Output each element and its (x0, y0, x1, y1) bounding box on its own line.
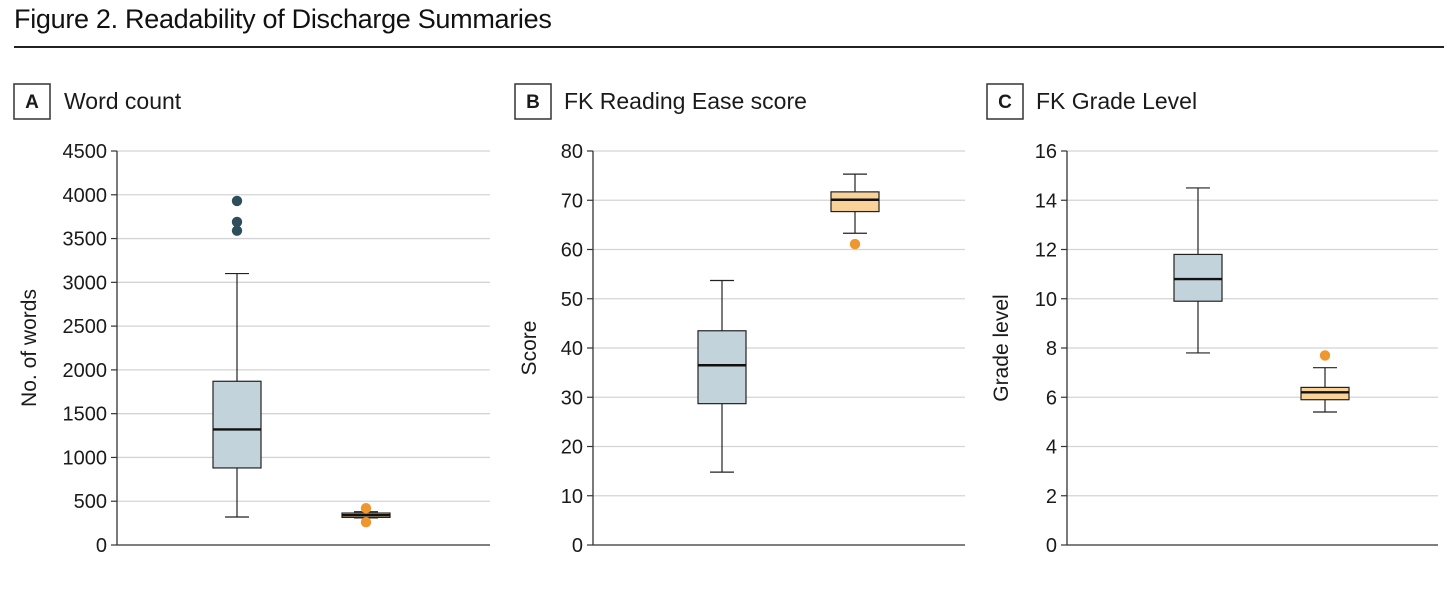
panel-letter-box (13, 83, 51, 120)
outlier-point (231, 225, 243, 236)
box-plot-1 (212, 195, 262, 518)
y-axis-label: Score (518, 321, 541, 376)
panel-letter: B (526, 92, 540, 113)
iqr-box (212, 380, 262, 469)
y-tick-label: 0 (96, 535, 107, 557)
y-axis-label: No. of words (18, 289, 41, 407)
y-tick-label: 4500 (63, 141, 108, 163)
panel-letter: A (25, 92, 39, 113)
y-tick-label: 20 (561, 437, 583, 459)
iqr-box (1173, 253, 1223, 302)
y-tick-label: 1500 (63, 404, 108, 426)
box-plot-2 (830, 173, 880, 250)
box-plot-1 (1173, 187, 1223, 354)
panel-title: FK Reading Ease score (564, 88, 807, 114)
y-tick-label: 80 (561, 141, 583, 163)
y-tick-label: 12 (1035, 240, 1057, 262)
y-tick-label: 500 (74, 491, 107, 513)
outlier-point (849, 238, 861, 250)
iqr-box (697, 330, 747, 405)
y-tick-label: 10 (1035, 289, 1057, 311)
outlier-point (360, 503, 372, 514)
y-tick-label: 8 (1046, 338, 1057, 360)
figure-title: Figure 2. Readability of Discharge Summa… (14, 4, 552, 34)
outlier-point (1319, 350, 1331, 361)
y-tick-label: 6 (1046, 387, 1057, 409)
outlier-point (231, 216, 243, 228)
y-axis-label: Grade level (990, 294, 1013, 401)
iqr-box (830, 191, 880, 213)
title-divider (14, 46, 1444, 48)
y-tick-label: 16 (1035, 141, 1057, 163)
outlier-point (360, 517, 372, 528)
y-tick-label: 30 (561, 387, 583, 409)
y-tick-label: 4000 (63, 185, 108, 207)
panel-a: A Word count 0 500 1000 1500 2000 2500 3000 3500 4… (13, 83, 490, 557)
y-tick-label: 40 (561, 338, 583, 360)
box-plot-2 (341, 503, 391, 528)
y-tick-label: 2000 (63, 360, 108, 382)
y-tick-label: 14 (1035, 190, 1057, 212)
panel-c: C FK Grade Level 0 2 4 6 8 10 12 14 16 Grade level (986, 83, 1438, 557)
y-tick-label: 10 (561, 486, 583, 508)
y-tick-label: 70 (561, 190, 583, 212)
y-tick-label: 4 (1046, 437, 1057, 459)
y-tick-label: 3000 (63, 272, 108, 294)
y-tick-label: 0 (1046, 535, 1057, 557)
y-tick-label: 0 (572, 535, 583, 557)
y-tick-label: 1000 (63, 447, 108, 469)
panel-letter-box (986, 83, 1024, 120)
y-tick-label: 3500 (63, 229, 108, 251)
y-tick-label: 50 (561, 289, 583, 311)
panel-title: FK Grade Level (1036, 88, 1197, 114)
panel-letter-box (514, 83, 552, 120)
box-plot-2 (1300, 350, 1350, 413)
iqr-box (1300, 386, 1350, 401)
y-tick-label: 2 (1046, 486, 1057, 508)
outlier-point (231, 195, 243, 207)
panel-letter: C (998, 92, 1012, 113)
box-plot-1 (697, 279, 747, 473)
panel-title: Word count (64, 88, 182, 114)
y-tick-label: 2500 (63, 316, 108, 338)
y-tick-label: 60 (561, 240, 583, 262)
panel-b: B FK Reading Ease score 0 10 20 30 40 50 60 70 80 S… (514, 83, 965, 557)
